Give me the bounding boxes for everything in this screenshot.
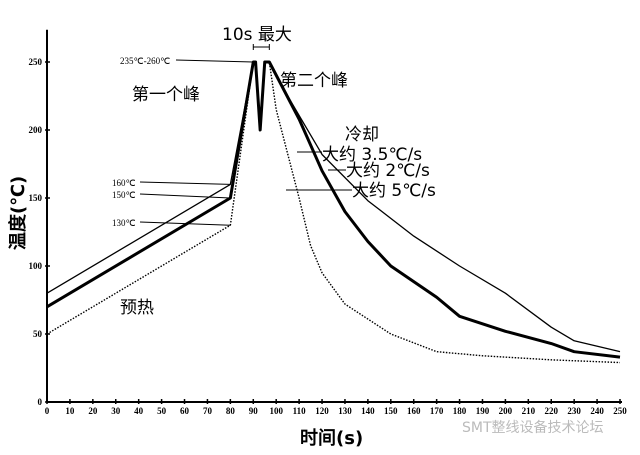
- annotation-first-peak: 第一个峰: [132, 85, 200, 105]
- y-tick-label: 0: [38, 397, 43, 407]
- x-tick-label: 80: [226, 406, 236, 416]
- x-tick-label: 0: [45, 406, 50, 416]
- x-tick-label: 50: [157, 406, 167, 416]
- x-tick-label: 30: [111, 406, 121, 416]
- y-tick-label: 150: [29, 193, 43, 203]
- x-tick-label: 100: [269, 406, 283, 416]
- series-line-thick-solid: [46, 60, 621, 359]
- leader-lines: [139, 44, 352, 226]
- axes: 0 50 100 150 200 250 0 10 20 30 40 50 60 70 80 90 100 110…: [29, 29, 627, 416]
- annotation-rate-5: 大约 5℃/s: [352, 181, 436, 201]
- leader-150: [139, 193, 231, 199]
- leader-160: [139, 181, 231, 185]
- annotation-preheat: 预热: [120, 298, 154, 318]
- x-tick-label: 180: [453, 406, 467, 416]
- x-tick-label: 220: [544, 406, 558, 416]
- x-tick-label: 160: [407, 406, 421, 416]
- x-tick-label: 40: [134, 406, 144, 416]
- annotation-second-peak: 第二个峰: [280, 71, 348, 91]
- x-axis-label: 时间(s): [300, 428, 363, 449]
- x-tick-label: 60: [180, 406, 190, 416]
- x-tick-label: 10: [65, 406, 75, 416]
- leader-peak-range: [175, 59, 254, 63]
- watermark: SMT整线设备技术论坛: [462, 419, 604, 436]
- y-tick-label: 100: [29, 261, 43, 271]
- y-tick-label: 200: [29, 125, 43, 135]
- x-tick-label: 210: [522, 406, 536, 416]
- x-tick-label: 130: [338, 406, 352, 416]
- x-tick-label: 250: [613, 406, 627, 416]
- annotation-rate-3-5: 大约 3.5℃/s: [322, 145, 422, 165]
- x-tick-label: 90: [249, 406, 259, 416]
- x-tick-label: 120: [315, 406, 329, 416]
- x-tick-label: 200: [499, 406, 513, 416]
- series-group: [46, 60, 621, 364]
- leader-130: [139, 221, 231, 226]
- annotation-rate-2: 大约 2℃/s: [346, 161, 430, 181]
- annotation-peak-range: 235℃-260℃: [120, 56, 170, 66]
- series-line-dotted: [46, 61, 621, 364]
- y-tick-label: 50: [33, 329, 43, 339]
- y-axis-label: 温度(℃): [7, 176, 29, 250]
- annotation-150: 150℃: [112, 190, 136, 200]
- annotation-cooling: 冷却: [345, 125, 379, 145]
- annotation-160: 160℃: [112, 178, 136, 188]
- x-tick-label: 150: [384, 406, 398, 416]
- x-tick-label: 240: [590, 406, 604, 416]
- x-tick-label: 140: [361, 406, 375, 416]
- x-tick-label: 20: [88, 406, 98, 416]
- x-tick-label: 70: [203, 406, 213, 416]
- annotation-130: 130℃: [112, 218, 136, 228]
- annotation-max-time: 10s 最大: [222, 25, 292, 45]
- x-tick-label: 230: [567, 406, 581, 416]
- x-tick-label: 170: [430, 406, 444, 416]
- x-tick-label: 110: [293, 406, 307, 416]
- y-tick-label: 250: [29, 57, 43, 67]
- x-tick-label: 190: [476, 406, 490, 416]
